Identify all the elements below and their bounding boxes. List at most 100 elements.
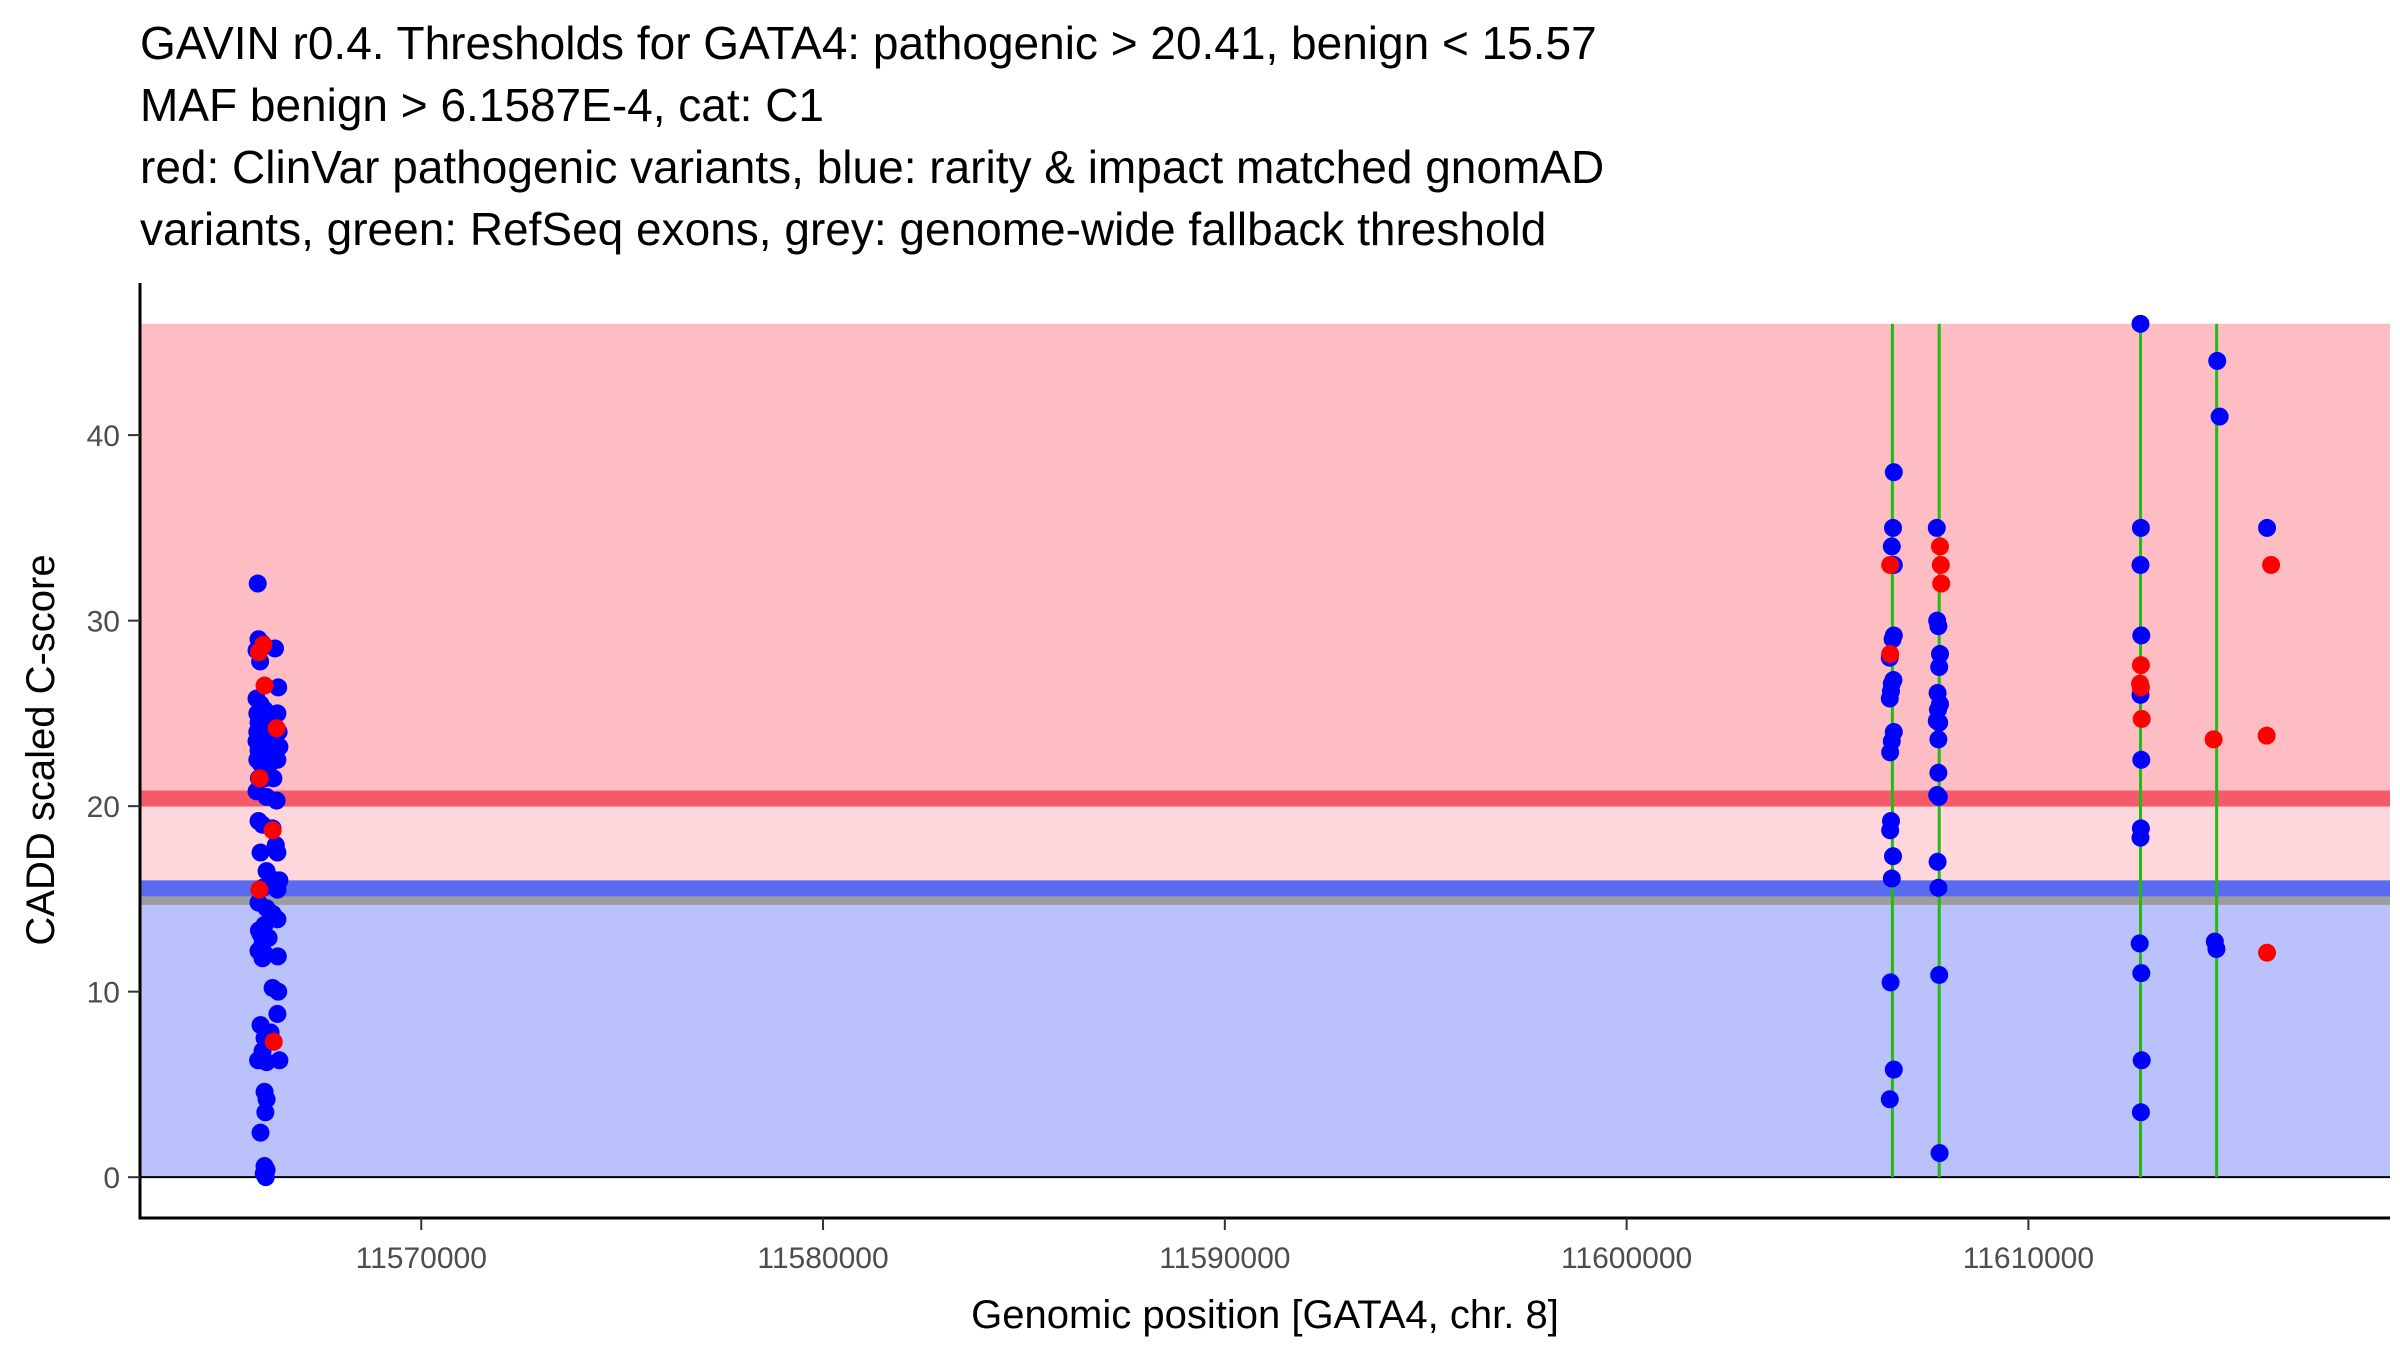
gnomad-point [1929,617,1948,636]
clinvar-point [263,821,282,840]
y-tick-label: 10 [87,977,120,1010]
clinvar-point [1881,555,1900,574]
clinvar-point [1932,574,1951,593]
gnomad-point [2132,750,2151,769]
gnomad-point [2131,518,2150,537]
benign-threshold-line [141,880,2390,897]
clinvar-point [250,880,269,899]
gnomad-point [2131,1103,2150,1122]
x-tick-label: 11600000 [1561,1242,1692,1275]
clinvar-point [250,769,269,788]
gnomad-point [270,1051,289,1070]
data-points [247,314,2281,1187]
gnomad-point [251,1123,270,1142]
gnomad-point [2132,964,2151,983]
gnomad-point [2131,828,2150,847]
gnomad-point [1928,852,1947,871]
gnomad-point [1928,786,1947,805]
axis-ticks: 11570000 11580000 11590000 11600000 11610000… [87,420,2094,1275]
pathogenic-threshold-line [141,790,2390,807]
gnomad-point [1929,763,1948,782]
clinvar-point [255,676,274,695]
clinvar-point [264,1032,283,1051]
x-tick-label: 11580000 [757,1242,888,1275]
gnomad-point [1881,821,1900,840]
gnomad-point [2130,934,2149,953]
chart-title: GAVIN r0.4. Thresholds for GATA4: pathog… [140,12,1604,260]
y-tick-label: 0 [103,1162,120,1195]
x-tick-label: 11570000 [356,1242,487,1275]
clinvar-point [2132,709,2151,728]
gnomad-point [1930,713,1949,732]
clinvar-point [1931,555,1950,574]
gnomad-point [1930,1144,1949,1163]
uncertain-region [141,798,2390,889]
gnomad-point [1929,730,1948,749]
gnomad-point [2258,518,2277,537]
y-tick-label: 40 [87,420,120,453]
clinvar-point [2262,555,2281,574]
gnomad-point [1881,973,1900,992]
gnomad-point [1880,1090,1899,1109]
gnomad-point [1882,537,1901,556]
gnomad-point [268,843,287,862]
exon-line-2 [1937,323,1941,1178]
exon-line-4 [2215,323,2219,1178]
clinvar-point [2131,656,2150,675]
gnomad-point [1927,518,1946,537]
x-axis-title: Genomic position [GATA4, chr. 8] [971,1293,1559,1337]
gnomad-point [267,791,286,810]
x-tick-label: 11610000 [1963,1242,2094,1275]
benign-region [141,888,2390,1178]
gnomad-point [1882,869,1901,888]
pathogenic-region [141,323,2390,799]
gnomad-point [1929,878,1948,897]
y-tick-label: 30 [87,606,120,639]
gnomad-point [2132,626,2151,645]
gnomad-point [1880,689,1899,708]
gnomad-point [2208,351,2227,370]
gnomad-point [1930,658,1949,677]
axes [138,283,2390,1220]
clinvar-point [2257,726,2276,745]
title-line-2: MAF benign > 6.1587E-4, cat: C1 [140,79,825,131]
threshold-regions [141,323,2390,1179]
gnomad-point [269,678,288,697]
gnomad-point [248,574,267,593]
title-line-4: variants, green: RefSeq exons, grey: gen… [140,203,1547,255]
gnomad-point [253,949,272,968]
exon-line-3 [2138,323,2142,1178]
x-tick-label: 11590000 [1159,1242,1290,1275]
gnomad-point [269,982,288,1001]
y-tick-label: 20 [87,791,120,824]
clinvar-point [1931,537,1949,556]
gnomad-point [251,843,270,862]
gnomad-point [2207,940,2226,959]
gnomad-point [257,1090,276,1109]
gnomad-point [1883,518,1902,537]
gnomad-point [268,947,287,966]
gnomad-point [2131,314,2150,333]
gnomad-point [256,1103,275,1122]
gnomad-point [1931,645,1949,664]
gnomad-point [268,750,287,769]
gnomad-point [1883,847,1902,866]
gnomad-point [1930,965,1949,984]
clinvar-point [267,719,286,738]
y-axis-title: CADD scaled C-score [19,554,63,945]
clinvar-point [2131,678,2150,697]
clinvar-point [1881,645,1900,664]
clinvar-point [2258,943,2277,962]
title-line-3: red: ClinVar pathogenic variants, blue: … [140,141,1605,193]
gnomad-point [268,1004,287,1023]
gnomad-point [1884,463,1903,482]
clinvar-point [254,635,273,654]
gnomad-point [2131,555,2150,574]
gnomad-point [1881,743,1900,762]
gnomad-point [270,871,289,890]
gnomad-point [264,769,283,788]
clinvar-point [2204,730,2223,749]
gnomad-point [1884,1060,1903,1079]
gnomad-point [2132,1051,2151,1070]
